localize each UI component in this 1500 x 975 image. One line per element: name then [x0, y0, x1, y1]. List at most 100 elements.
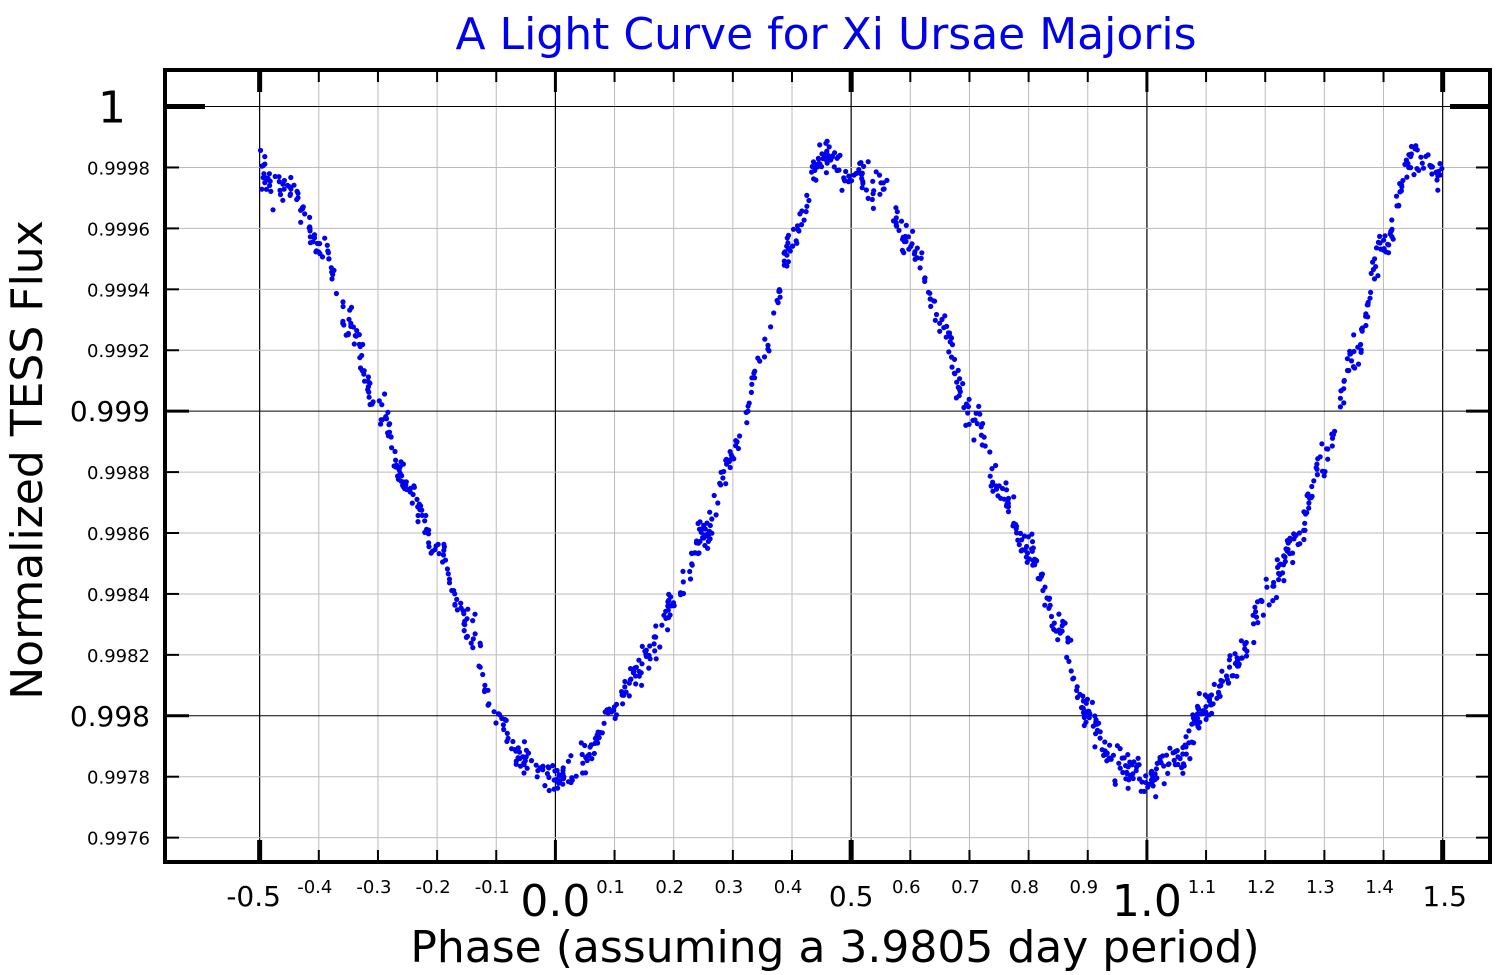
data-point [1295, 541, 1301, 548]
data-point [369, 401, 375, 407]
data-point [582, 770, 589, 776]
data-point [468, 640, 474, 646]
data-point [322, 235, 328, 241]
data-point [397, 470, 403, 476]
data-point [1319, 468, 1326, 474]
data-point [1029, 531, 1035, 537]
data-point [861, 163, 867, 169]
data-point [903, 222, 909, 228]
data-points [257, 138, 1445, 800]
data-point [1153, 766, 1159, 772]
data-point [268, 188, 274, 194]
data-point [692, 550, 698, 556]
data-point [752, 368, 758, 374]
data-point [707, 509, 713, 515]
data-point [1234, 673, 1240, 679]
data-point [1301, 509, 1307, 515]
data-point [1193, 716, 1199, 722]
data-point [288, 174, 294, 181]
data-point [803, 209, 809, 215]
data-point [409, 500, 415, 506]
data-point [1234, 659, 1240, 665]
y-tick-label: 0.9988 [87, 463, 150, 484]
data-point [912, 249, 918, 255]
data-point [1181, 763, 1187, 769]
data-point [353, 333, 359, 339]
data-point [1079, 704, 1085, 711]
data-point [516, 749, 523, 755]
data-point [1276, 570, 1282, 577]
data-point [445, 571, 451, 577]
data-point [1150, 783, 1156, 789]
data-point [585, 753, 591, 759]
x-tick-label: 0.0 [520, 876, 590, 927]
data-point [560, 781, 566, 787]
data-point [1389, 234, 1395, 240]
data-point [1419, 160, 1425, 166]
data-point [317, 251, 323, 257]
data-point [1398, 182, 1405, 188]
data-point [440, 559, 446, 565]
data-point [898, 218, 905, 224]
data-point [806, 197, 812, 204]
data-point [831, 164, 837, 170]
data-point [424, 526, 430, 532]
data-point [1186, 728, 1192, 734]
data-point [1223, 673, 1230, 679]
data-point [432, 546, 438, 553]
data-point [398, 478, 404, 484]
data-point [1203, 716, 1209, 723]
data-point [1341, 400, 1347, 406]
data-point [1301, 536, 1307, 543]
data-point [932, 317, 938, 323]
data-point [870, 178, 876, 184]
data-point [631, 668, 637, 674]
data-point [597, 730, 603, 736]
data-point [1403, 157, 1409, 163]
x-tick-label: -0.2 [416, 877, 451, 898]
data-point [1165, 761, 1171, 768]
data-point [989, 466, 995, 472]
data-point [415, 519, 421, 525]
data-point [799, 208, 805, 214]
data-point [1290, 559, 1296, 566]
data-point [1218, 682, 1224, 689]
data-point [470, 618, 476, 624]
data-point [995, 493, 1001, 499]
data-point [633, 664, 640, 670]
data-point [1203, 704, 1209, 710]
data-point [387, 421, 393, 427]
data-point [1160, 753, 1166, 759]
data-point [870, 205, 877, 211]
data-point [1411, 172, 1417, 178]
data-point [267, 182, 273, 189]
data-point [307, 224, 313, 230]
data-point [324, 242, 330, 248]
data-point [653, 623, 659, 629]
data-point [694, 538, 700, 544]
data-point [1048, 613, 1055, 620]
data-point [839, 187, 845, 193]
data-point [1081, 722, 1087, 729]
data-point [1378, 246, 1384, 252]
data-point [1253, 614, 1260, 620]
data-point [711, 492, 717, 499]
data-point [1011, 494, 1017, 500]
y-tick-label: 0.9998 [87, 158, 150, 179]
data-point [768, 324, 774, 330]
data-point [351, 341, 357, 347]
data-point [1190, 712, 1196, 718]
data-point [1400, 177, 1406, 184]
data-point [276, 174, 282, 180]
data-point [957, 376, 963, 382]
data-point [790, 226, 797, 232]
data-point [1389, 217, 1395, 223]
data-point [1092, 744, 1098, 750]
data-point [1279, 570, 1286, 576]
data-point [261, 171, 267, 177]
data-point [482, 682, 488, 688]
data-point [826, 144, 832, 150]
data-point [441, 544, 447, 550]
data-point [671, 603, 677, 609]
data-point [1306, 505, 1312, 511]
